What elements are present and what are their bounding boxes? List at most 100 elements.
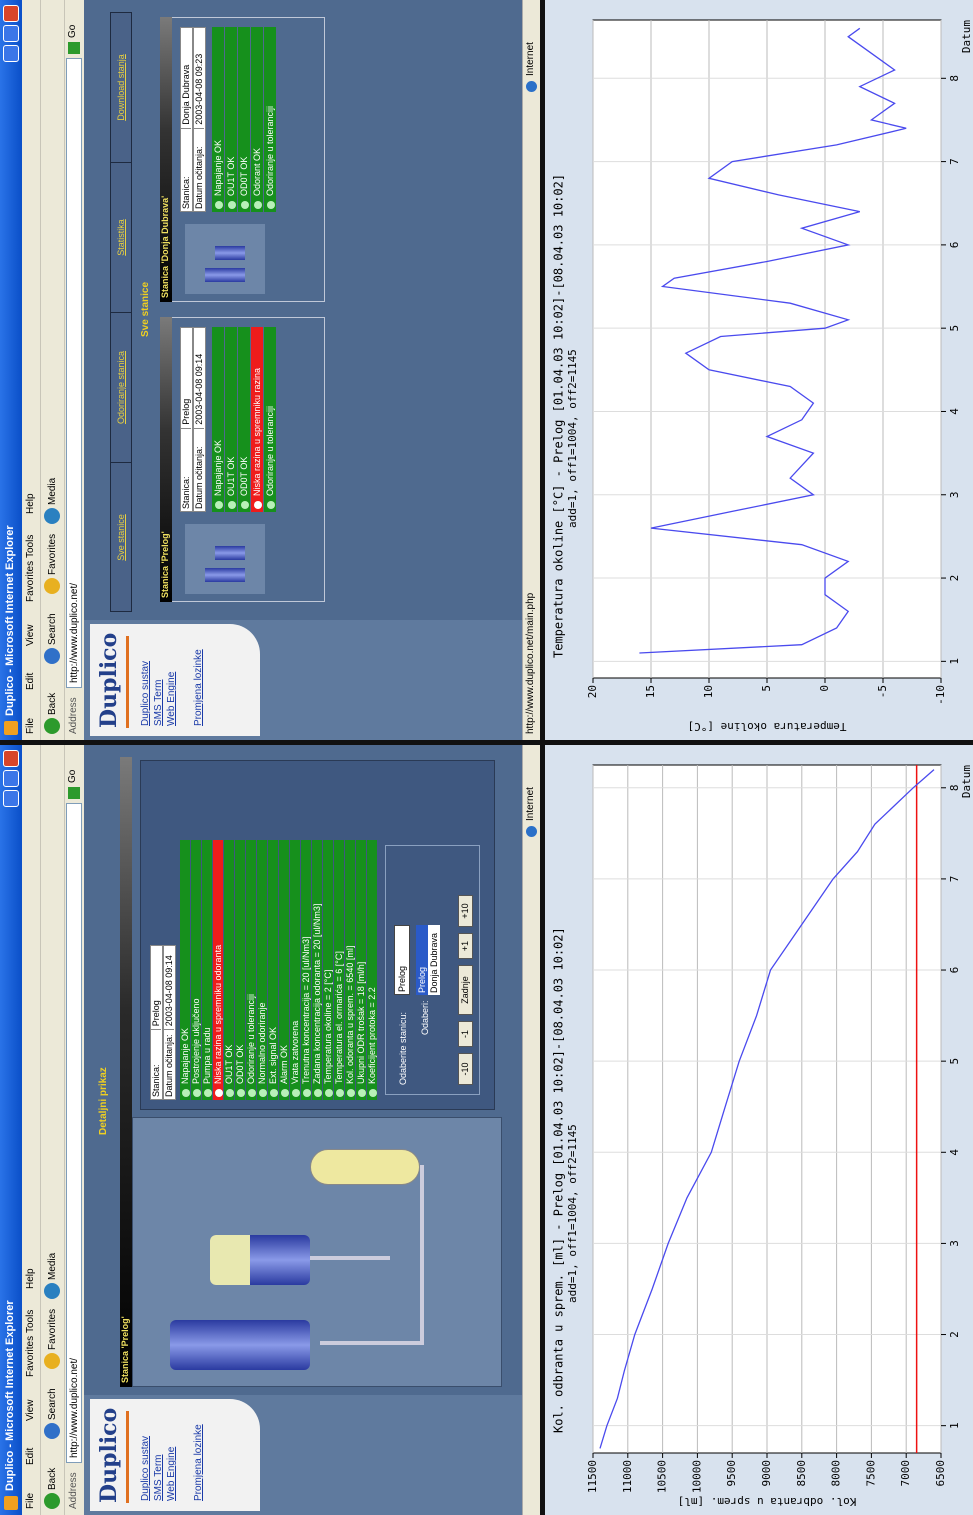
nav-button[interactable]: -1 (458, 1021, 473, 1047)
station-title: Stanica 'Prelog' (120, 1316, 130, 1383)
y-tick-label: 11500 (586, 1460, 599, 1493)
address-field[interactable]: http://www.duplico.net/ (66, 803, 82, 1463)
browser-window: Duplico - Microsoft Internet Explorer Fil… (0, 745, 540, 1515)
toolbar-label[interactable]: Search (47, 613, 58, 645)
info-value: 2003-04-08 09:14 (164, 955, 174, 1031)
menu-item[interactable]: Tools (25, 1309, 36, 1333)
toolbar-label[interactable]: Search (47, 1388, 58, 1420)
chart-panel: Kol. odbranta u sprem. [ml] - Prelog [01… (545, 745, 973, 1515)
chart: Kol. odbranta u sprem. [ml] - Prelog [01… (552, 764, 973, 1508)
window-button[interactable] (3, 750, 19, 767)
info-label: Stanica: (181, 176, 191, 209)
status-text: Alarm OK (278, 1044, 289, 1084)
nav-button[interactable]: +1 (458, 933, 473, 959)
status-indicator (346, 1089, 355, 1097)
status-text: Temperatura okoline = 2 [°C] (322, 969, 333, 1084)
toolbar-label[interactable]: Back (47, 692, 58, 715)
app-icon (4, 1496, 18, 1510)
x-tick-label: 1 (948, 658, 961, 665)
status-indicator (335, 1089, 344, 1097)
info-value: Prelog (151, 1000, 161, 1031)
nav-link[interactable]: Duplico sustav (140, 660, 151, 726)
x-tick-label: 5 (948, 1058, 961, 1065)
info-value: Prelog (181, 398, 191, 429)
address-field[interactable]: http://www.duplico.net/ (66, 58, 82, 688)
status-indicator (313, 1089, 322, 1097)
status-indicator (324, 1089, 333, 1097)
go-icon[interactable] (68, 787, 80, 799)
x-tick-label: 5 (948, 325, 961, 332)
toolbar-icon[interactable] (44, 1353, 60, 1369)
menu-item[interactable]: View (25, 624, 36, 647)
status-indicator (253, 501, 262, 509)
window-button[interactable] (3, 45, 19, 62)
toolbar-label[interactable]: Back (47, 1467, 58, 1490)
toolbar-label[interactable]: Media (47, 1252, 58, 1280)
menu-item[interactable]: Edit (25, 672, 36, 690)
status-text: Napajanje OK (179, 1027, 190, 1084)
browser-window: Duplico - Microsoft Internet Explorer Fil… (0, 0, 540, 740)
toolbar-label[interactable]: Media (47, 477, 58, 505)
toolbar-icon[interactable] (44, 1283, 60, 1299)
nav-link[interactable]: Promjena lozinke (193, 649, 204, 726)
nav-button[interactable]: +10 (458, 895, 473, 927)
toolbar-icon[interactable] (44, 718, 60, 734)
nav-link[interactable]: Duplico sustav (140, 1435, 151, 1501)
x-tick-label: 4 (948, 408, 961, 415)
menu-item[interactable]: View (25, 1399, 36, 1422)
y-tick-label: 8500 (795, 1460, 808, 1487)
tab[interactable]: Download stanja (110, 12, 132, 162)
status-text: Odorant OK (251, 147, 262, 196)
nav-link[interactable]: Web Engine (166, 671, 177, 726)
window-button[interactable] (3, 790, 19, 807)
toolbar-icon[interactable] (44, 578, 60, 594)
y-tick-label: 11000 (621, 1460, 634, 1493)
chart-panel: Temperatura okoline [°C] - Prelog [01.04… (545, 0, 973, 740)
menu-item[interactable]: Favorites (25, 1335, 36, 1377)
toolbar-label[interactable]: Favorites (47, 533, 58, 575)
menu-item[interactable]: Help (25, 1268, 36, 1289)
status-indicator (225, 1089, 234, 1097)
toolbar-icon[interactable] (44, 1493, 60, 1509)
tab[interactable]: Statistika (110, 162, 132, 312)
toolbar-icon[interactable] (44, 648, 60, 664)
window-button[interactable] (3, 25, 19, 42)
x-tick-label: 1 (948, 1422, 961, 1429)
nav-button[interactable]: Zadnje (458, 965, 473, 1015)
y-axis-label: Temperatura okoline [°C] (688, 720, 847, 733)
status-text: OD0T OK (238, 156, 249, 196)
menu-item[interactable]: Tools (25, 534, 36, 558)
toolbar-label[interactable]: Favorites (47, 1308, 58, 1350)
go-icon[interactable] (68, 42, 80, 54)
menu-item[interactable]: Help (25, 493, 36, 514)
window-button[interactable] (3, 5, 19, 22)
list-option[interactable]: Prelog (416, 925, 428, 995)
y-tick-label: 10000 (690, 1460, 703, 1493)
menu-item[interactable]: File (25, 1492, 36, 1509)
toolbar-icon[interactable] (44, 1423, 60, 1439)
status-indicator (368, 1089, 377, 1097)
status-indicator (247, 1089, 256, 1097)
select[interactable]: Prelog (394, 925, 410, 995)
y-tick-label: 10500 (656, 1460, 669, 1493)
tab[interactable]: Odoriranje stanica (110, 312, 132, 462)
nav-link[interactable]: SMS Term (153, 1454, 164, 1502)
nav-link[interactable]: Promjena lozinke (193, 1424, 204, 1501)
info-value: 2003-04-08 09:23 (194, 53, 204, 129)
nav-link[interactable]: Web Engine (166, 1446, 177, 1501)
nav-button[interactable]: -10 (458, 1053, 473, 1085)
status-text: Temperatura el. ormarića = 6 [°C] (333, 951, 344, 1084)
status-indicator (266, 501, 275, 509)
nav-link[interactable]: SMS Term (153, 679, 164, 727)
logo-rule (126, 1411, 129, 1503)
menu-item[interactable]: File (25, 717, 36, 734)
menu-item[interactable]: Favorites (25, 560, 36, 602)
status-text: Normalno odoriranje (256, 1002, 267, 1084)
menu-item[interactable]: Edit (25, 1447, 36, 1465)
list-option[interactable]: Donja Dubrava (428, 925, 440, 995)
tab[interactable]: Sve stanice (110, 462, 132, 612)
toolbar-icon[interactable] (44, 508, 60, 524)
window-button[interactable] (3, 770, 19, 787)
mini-tank (205, 268, 245, 282)
status-text: OD0T OK (238, 456, 249, 496)
